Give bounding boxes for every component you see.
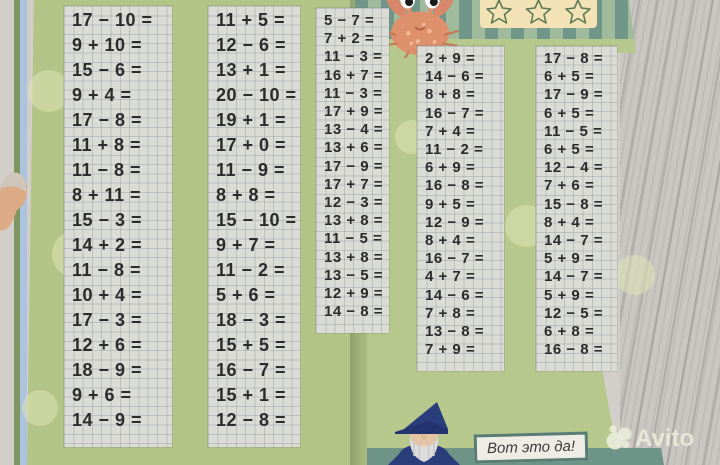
svg-text:Avito: Avito xyxy=(635,425,694,451)
